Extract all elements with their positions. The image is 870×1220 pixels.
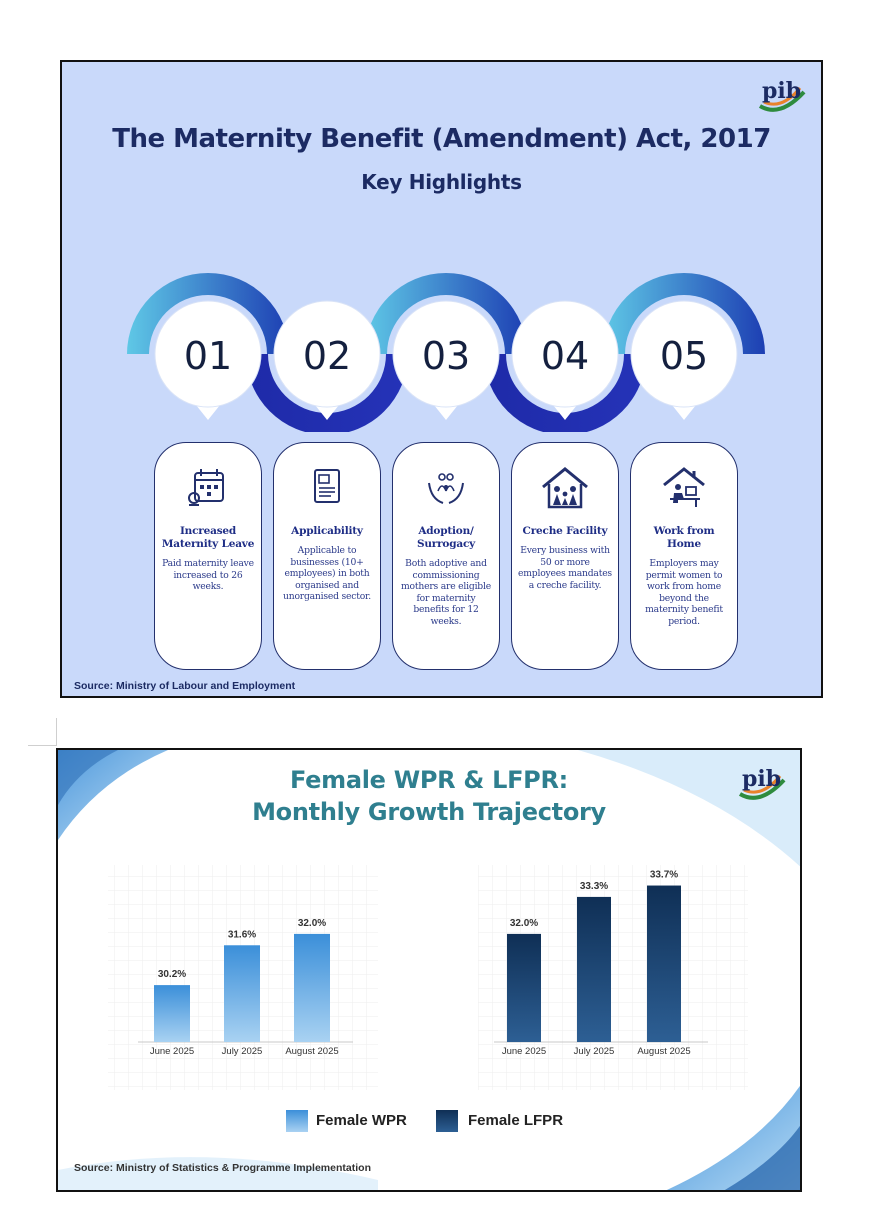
- legend-swatch-lfpr: [436, 1110, 458, 1132]
- chart-layer: 30.2% June 2025 31.6% July 2025 32.0% August …: [138, 870, 708, 1057]
- step-bubble-02: 02: [273, 300, 381, 420]
- home-office-icon: [663, 467, 705, 507]
- card-title: Increased Maternity Leave: [161, 525, 255, 550]
- bar: [224, 945, 260, 1042]
- step-number: 02: [303, 334, 351, 378]
- tick-label: June 2025: [502, 1046, 546, 1057]
- highlight-card-05: Work from Home Employers may permit wome…: [630, 442, 738, 670]
- house-family-icon: [542, 467, 588, 509]
- calendar-icon: [188, 469, 224, 506]
- page-title: The Maternity Benefit (Amendment) Act, 2…: [112, 124, 771, 154]
- highlight-card-04: Creche Facility Every business with 50 o…: [511, 442, 619, 670]
- logo-text: pib: [742, 766, 781, 792]
- hands-family-icon: [428, 473, 464, 504]
- ribbon-arc: [484, 354, 646, 432]
- tick-label: July 2025: [222, 1046, 263, 1057]
- ribbon-arc: [603, 273, 765, 354]
- chart-title-line1: Female WPR & LFPR:: [290, 766, 568, 794]
- highlight-card-01: Increased Maternity Leave Paid maternity…: [154, 442, 262, 670]
- legend-label: Female WPR: [316, 1112, 407, 1129]
- step-number: 05: [660, 334, 708, 378]
- bar: [154, 985, 190, 1042]
- card-title: Applicability: [291, 525, 363, 537]
- step-bubble-01: 01: [154, 300, 262, 420]
- female-wpr-lfpr-chart-panel: pib Female WPR & LFPR: Monthly Growth Tr…: [56, 748, 802, 1192]
- tick-label: July 2025: [574, 1046, 615, 1057]
- highlight-card-02: Applicability Applicable to businesses (…: [273, 442, 381, 670]
- step-ribbon: 01 02 03 04 05: [127, 273, 765, 432]
- card-title: Adoption/ Surrogacy: [416, 525, 476, 550]
- card-text: Both adoptive and commissioning mothers …: [401, 558, 491, 627]
- source-note: Source: Ministry of Labour and Employmen…: [74, 680, 296, 692]
- data-label: 32.0%: [298, 918, 326, 929]
- pib-logo-icon: pib: [738, 766, 786, 800]
- data-label: 32.0%: [510, 918, 538, 929]
- step-bubble-03: 03: [392, 300, 500, 420]
- legend-swatch-wpr: [286, 1110, 308, 1132]
- tick-label: June 2025: [150, 1046, 194, 1057]
- highlight-card-03: Adoption/ Surrogacy Both adoptive and co…: [392, 442, 500, 670]
- data-label: 33.7%: [650, 870, 678, 881]
- data-label: 30.2%: [158, 969, 186, 980]
- step-number: 03: [422, 334, 470, 378]
- legend-label: Female LFPR: [468, 1112, 564, 1129]
- maternity-benefit-infographic: pib The Maternity Benefit (Amendment) Ac…: [60, 60, 823, 698]
- card-text: Employers may permit women to work from …: [645, 558, 723, 627]
- bar: [294, 933, 330, 1042]
- tick-label: August 2025: [637, 1046, 690, 1057]
- tick-label: August 2025: [285, 1046, 338, 1057]
- source-note: Source: Ministry of Statistics & Program…: [74, 1162, 371, 1174]
- card-text: Every business with 50 or more employees…: [518, 545, 612, 591]
- card-title: Creche Facility: [522, 525, 608, 537]
- bar: [647, 885, 681, 1042]
- ribbon-arc: [127, 273, 289, 354]
- step-bubble-04: 04: [511, 300, 619, 420]
- divider-line: [28, 745, 56, 746]
- bar: [577, 896, 611, 1042]
- page-subtitle: Key Highlights: [361, 170, 522, 194]
- divider-line: [56, 718, 57, 746]
- ribbon-arc: [246, 354, 408, 432]
- card-text: Paid maternity leave increased to 26 wee…: [162, 558, 254, 592]
- bar: [507, 933, 541, 1042]
- document-icon: [314, 469, 340, 503]
- logo-text: pib: [762, 78, 801, 104]
- data-label: 33.3%: [580, 881, 608, 892]
- data-label: 31.6%: [228, 929, 256, 940]
- chart-title-line2: Monthly Growth Trajectory: [252, 798, 606, 826]
- pib-logo-icon: pib: [758, 78, 806, 112]
- card-text: Applicable to businesses (10+ employees)…: [283, 545, 371, 602]
- ribbon-arc: [365, 273, 527, 354]
- legend: Female WPR Female LFPR: [58, 1106, 800, 1136]
- step-bubble-05: 05: [630, 300, 738, 420]
- step-number: 01: [184, 334, 232, 378]
- bar-charts: 30.2% June 2025 31.6% July 2025 32.0% August …: [138, 870, 708, 1057]
- step-number: 04: [541, 334, 589, 378]
- card-title: Work from Home: [653, 525, 715, 550]
